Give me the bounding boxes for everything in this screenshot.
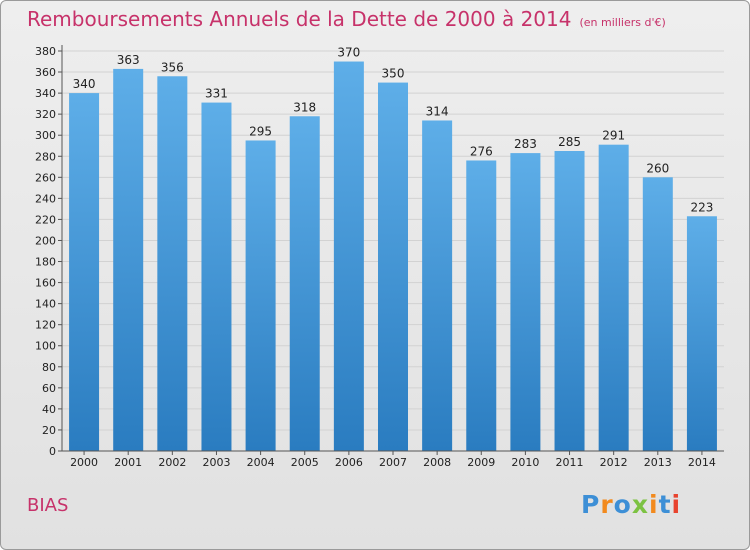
value-label-2012: 291 [602, 129, 625, 143]
value-label-2001: 363 [117, 53, 140, 67]
bars [69, 61, 717, 452]
value-label-2005: 318 [293, 100, 316, 114]
brand-letter: x [631, 490, 649, 519]
bar-2001 [113, 68, 144, 451]
bar-2008 [422, 120, 453, 451]
x-tick-label-2010: 2010 [511, 456, 539, 469]
y-tick-label: 220 [35, 213, 56, 226]
y-tick-label: 120 [35, 319, 56, 332]
value-label-2013: 260 [646, 161, 669, 175]
brand-letter: o [613, 490, 632, 519]
value-label-2002: 356 [161, 60, 184, 74]
x-tick-label-2002: 2002 [158, 456, 186, 469]
chart-title: Remboursements Annuels de la Dette de 20… [27, 7, 572, 31]
y-tick-label: 60 [42, 382, 56, 395]
value-label-2014: 223 [690, 200, 713, 214]
brand-letter: i [671, 490, 682, 519]
x-tick-label-2006: 2006 [335, 456, 363, 469]
bar-2007 [378, 82, 408, 451]
bar-2005 [289, 116, 320, 452]
y-tick-label: 200 [35, 234, 56, 247]
y-tick-label: 100 [35, 340, 56, 353]
x-tick-label-2000: 2000 [70, 456, 98, 469]
brand-letter: P [581, 490, 601, 519]
y-tick-label: 280 [35, 150, 56, 163]
brand-letter: t [658, 490, 672, 519]
labels: 340 2000 363 2001 356 2002 331 2003 295 2004 318 20… [70, 46, 716, 469]
y-tick-label: 20 [42, 424, 56, 437]
x-tick-label-2008: 2008 [423, 456, 451, 469]
bar-2000 [69, 93, 100, 452]
y-tick-label: 380 [35, 45, 56, 58]
bar-2013 [642, 177, 673, 451]
chart-title-block: Remboursements Annuels de la Dette de 20… [27, 7, 666, 31]
x-tick-label-2005: 2005 [291, 456, 319, 469]
y-tick-label: 0 [49, 445, 56, 458]
y-tick-label: 180 [35, 256, 56, 269]
bar-2003 [201, 102, 232, 451]
value-label-2004: 295 [249, 124, 272, 138]
y-tick-label: 40 [42, 403, 56, 416]
value-label-2003: 331 [205, 87, 228, 101]
brand-letter: i [649, 490, 659, 519]
commune-name: BIAS [27, 495, 69, 516]
y-tick-label: 160 [35, 277, 56, 290]
bar-2004 [245, 140, 276, 451]
y-tick-label: 340 [35, 87, 56, 100]
y-tick-label: 80 [42, 361, 56, 374]
value-label-2009: 276 [470, 144, 493, 158]
y-tick-label: 140 [35, 298, 56, 311]
brand-letter: r [600, 490, 614, 519]
x-tick-label-2014: 2014 [688, 456, 716, 469]
x-tick-label-2009: 2009 [467, 456, 495, 469]
value-label-2000: 340 [73, 77, 96, 91]
value-label-2011: 285 [558, 135, 581, 149]
value-label-2008: 314 [426, 104, 449, 118]
y-tick-label: 260 [35, 171, 56, 184]
chart-unit: (en milliers d'€) [579, 16, 666, 29]
bar-2011 [554, 151, 585, 451]
axes: 0 20 40 60 80 100 120 140 160 180 200 220 240 260 280 3… [35, 45, 724, 458]
y-tick-label: 320 [35, 108, 56, 121]
bar-2002 [157, 76, 188, 452]
y-tick-label: 240 [35, 192, 56, 205]
bar-2006 [333, 61, 364, 452]
value-label-2006: 370 [337, 46, 360, 60]
bar-2012 [598, 144, 629, 451]
x-tick-label-2004: 2004 [247, 456, 275, 469]
x-tick-label-2003: 2003 [202, 456, 230, 469]
value-label-2007: 350 [382, 67, 405, 81]
value-label-2010: 283 [514, 137, 537, 151]
x-tick-label-2012: 2012 [600, 456, 628, 469]
bar-2010 [510, 153, 541, 451]
x-tick-label-2001: 2001 [114, 456, 142, 469]
y-tick-label: 360 [35, 66, 56, 79]
x-tick-label-2007: 2007 [379, 456, 407, 469]
x-tick-label-2013: 2013 [644, 456, 672, 469]
bar-2009 [466, 160, 497, 451]
proxiti-logo: Proxiti [581, 490, 681, 519]
bar-2014 [686, 216, 717, 451]
y-tick-label: 300 [35, 129, 56, 142]
x-tick-label-2011: 2011 [556, 456, 584, 469]
